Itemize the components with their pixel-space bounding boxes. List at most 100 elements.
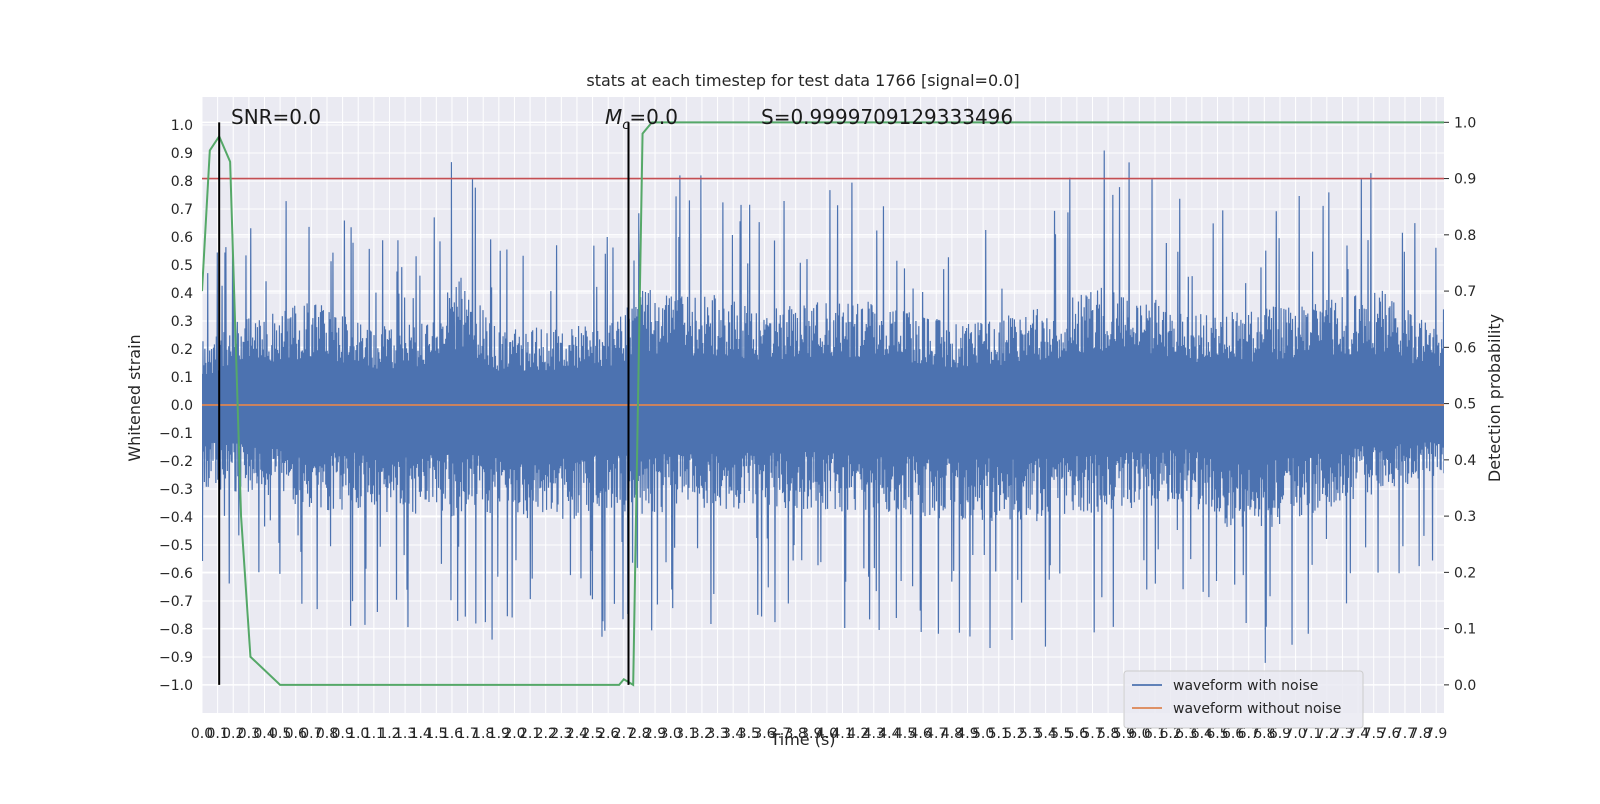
x-tick-label: 2.3 xyxy=(550,726,572,742)
y-tick-label: 0.6 xyxy=(171,230,193,246)
x-tick-label: 2.4 xyxy=(566,726,588,742)
x-tick-label: 2.2 xyxy=(535,726,557,742)
x-tick-label: 4.8 xyxy=(941,726,963,742)
y-axis-label: Whitened strain xyxy=(125,334,144,461)
x-tick-label: 5.7 xyxy=(1081,726,1103,742)
y2-tick-label: 0.3 xyxy=(1454,509,1476,525)
x-tick-label: 7.4 xyxy=(1347,726,1369,742)
x-tick-label: 5.0 xyxy=(972,726,994,742)
x-tick-label: 1.8 xyxy=(472,726,494,742)
x-tick-label: 4.7 xyxy=(925,726,947,742)
x-tick-label: 2.9 xyxy=(644,726,666,742)
x-tick-label: 7.7 xyxy=(1394,726,1416,742)
y2-tick-label: 0.1 xyxy=(1454,622,1476,638)
x-tick-label: 6.8 xyxy=(1253,726,1275,742)
x-tick-label: 5.5 xyxy=(1050,726,1072,742)
snr-prob-annotation: S=0.9999709129333496 xyxy=(761,105,1013,129)
x-tick-label: 2.5 xyxy=(581,726,603,742)
x-tick-label: 4.2 xyxy=(847,726,869,742)
x-tick-label: 5.3 xyxy=(1019,726,1041,742)
x-tick-label: 4.9 xyxy=(956,726,978,742)
x-tick-label: 3.2 xyxy=(691,726,713,742)
x-tick-label: 6.2 xyxy=(1159,726,1181,742)
y-tick-label: 0.9 xyxy=(171,146,193,162)
x-tick-label: 0.2 xyxy=(222,726,244,742)
x-tick-label: 5.9 xyxy=(1113,726,1135,742)
y-tick-label: −0.5 xyxy=(159,538,193,554)
x-tick-label: 2.7 xyxy=(613,726,635,742)
x-tick-label: 3.4 xyxy=(722,726,744,742)
x-tick-label: 3.0 xyxy=(660,726,682,742)
x-tick-label: 0.4 xyxy=(253,726,275,742)
y2-axis-label: Detection probability xyxy=(1485,314,1504,482)
legend-box xyxy=(1123,670,1364,729)
legend-label-clean: waveform without noise xyxy=(1173,701,1341,717)
x-tick-label: 0.5 xyxy=(269,726,291,742)
x-tick-label: 5.6 xyxy=(1066,726,1088,742)
x-tick-label: 0.8 xyxy=(316,726,338,742)
x-tick-label: 0.3 xyxy=(238,726,260,742)
legend-label-noise: waveform with noise xyxy=(1173,678,1318,694)
y2-tick-labels: 0.0 0.1 0.2 0.3 0.4 0.5 0.6 0.7 0.8 0.9 1.0 xyxy=(1444,115,1476,694)
x-tick-label: 0.9 xyxy=(331,726,353,742)
y-tick-label: −0.3 xyxy=(159,482,193,498)
chirp-mass-value: =0.0 xyxy=(629,105,678,129)
snr-annotation: SNR=0.0 xyxy=(231,105,321,129)
series-detection-probability xyxy=(202,121,1444,687)
x-tick-label: 1.5 xyxy=(425,726,447,742)
y-tick-label: −0.9 xyxy=(159,650,193,666)
x-tick-label: 7.9 xyxy=(1425,726,1447,742)
x-tick-label: 1.0 xyxy=(347,726,369,742)
y-tick-label: −0.8 xyxy=(159,622,193,638)
chirp-mass-symbol: M xyxy=(605,105,622,129)
x-tick-label: 7.2 xyxy=(1316,726,1338,742)
x-tick-label: 6.0 xyxy=(1128,726,1150,742)
x-tick-label: 3.9 xyxy=(800,726,822,742)
x-tick-label: 5.2 xyxy=(1003,726,1025,742)
x-tick-label: 3.6 xyxy=(753,726,775,742)
y-tick-label: 0.8 xyxy=(171,174,193,190)
x-tick-label: 6.3 xyxy=(1175,726,1197,742)
y2-tick-label: 0.7 xyxy=(1454,284,1476,300)
x-tick-labels: 0.00.10.20.30.40.50.60.70.80.91.01.11.21… xyxy=(191,726,1447,742)
series-waveform-with-noise xyxy=(202,150,1444,663)
x-tick-label: 5.8 xyxy=(1097,726,1119,742)
y2-tick-label: 0.6 xyxy=(1454,340,1476,356)
x-tick-label: 1.7 xyxy=(456,726,478,742)
y2-tick-label: 1.0 xyxy=(1454,115,1476,131)
y2-tick-label: 0.4 xyxy=(1454,453,1476,469)
x-tick-label: 0.0 xyxy=(191,726,213,742)
x-tick-label: 1.2 xyxy=(378,726,400,742)
chirp-mass-subscript: c xyxy=(622,118,629,133)
x-tick-label: 6.9 xyxy=(1269,726,1291,742)
x-tick-label: 7.5 xyxy=(1363,726,1385,742)
x-tick-label: 3.3 xyxy=(706,726,728,742)
legend: waveform with noise waveform without noi… xyxy=(1123,670,1364,729)
chirp-mass-annotation: Mc=0.0 xyxy=(605,105,678,133)
x-tick-label: 7.1 xyxy=(1300,726,1322,742)
waveform-with-noise-line xyxy=(202,150,1444,663)
x-tick-label: 0.7 xyxy=(300,726,322,742)
x-tick-label: 7.3 xyxy=(1331,726,1353,742)
x-tick-label: 7.8 xyxy=(1409,726,1431,742)
x-tick-label: 6.1 xyxy=(1144,726,1166,742)
x-tick-label: 1.3 xyxy=(394,726,416,742)
x-tick-label: 4.6 xyxy=(910,726,932,742)
y-tick-label: −0.4 xyxy=(159,510,193,526)
y-tick-labels: −1.0 −0.9 −0.8 −0.7 −0.6 −0.5 −0.4 −0.3 −0.2 −0.1… xyxy=(159,118,193,694)
x-tick-label: 2.6 xyxy=(597,726,619,742)
y-tick-label: −0.1 xyxy=(159,426,193,442)
x-tick-label: 1.9 xyxy=(488,726,510,742)
chart-title: stats at each timestep for test data 176… xyxy=(586,71,1019,90)
y-tick-label: −0.6 xyxy=(159,566,193,582)
y-tick-label: −0.2 xyxy=(159,454,193,470)
y-tick-label: 0.3 xyxy=(171,314,193,330)
x-tick-label: 3.7 xyxy=(769,726,791,742)
vertical-markers xyxy=(218,122,630,685)
x-tick-label: 3.8 xyxy=(785,726,807,742)
detection-probability-line xyxy=(202,121,1444,687)
x-tick-label: 7.6 xyxy=(1378,726,1400,742)
x-tick-label: 2.0 xyxy=(503,726,525,742)
